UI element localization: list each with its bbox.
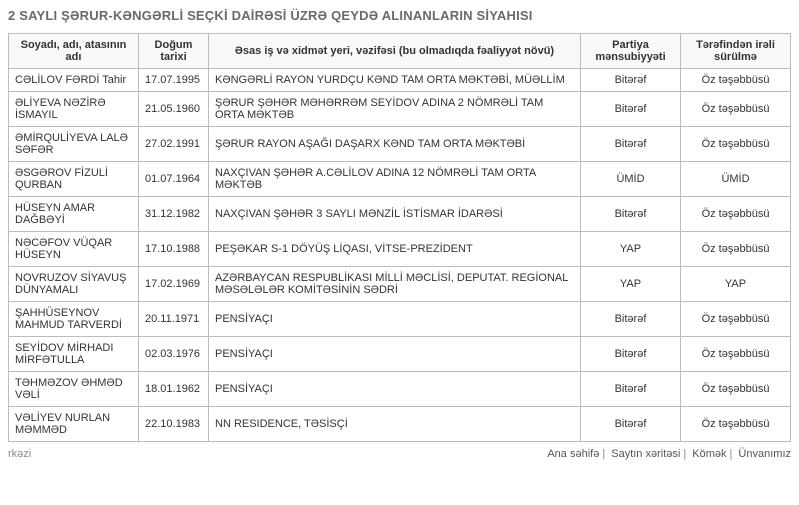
cell-dob: 18.01.1962: [139, 372, 209, 407]
table-row: HÜSEYN AMAR DAĞBƏYİ31.12.1982NAXÇIVAN ŞƏ…: [9, 197, 791, 232]
candidates-table: Soyadı, adı, atasının adı Doğum tarixi Ə…: [8, 33, 791, 442]
footer-link-sitemap[interactable]: Saytın xəritəsi: [611, 448, 680, 460]
cell-job: ŞƏRUR ŞƏHƏR MƏHƏRRƏM SEYİDOV ADINA 2 NÖM…: [209, 92, 581, 127]
cell-nominated: Öz təşəbbüsü: [681, 372, 791, 407]
cell-name: ŞAHHÜSEYNOV MAHMUD TARVERDİ: [9, 302, 139, 337]
cell-dob: 31.12.1982: [139, 197, 209, 232]
cell-nominated: Öz təşəbbüsü: [681, 337, 791, 372]
cell-dob: 21.05.1960: [139, 92, 209, 127]
col-header-party: Partiya mənsubiyyəti: [581, 34, 681, 69]
footer-links: Ana səhifə| Saytın xəritəsi| Kömək| Ünva…: [547, 448, 791, 460]
cell-dob: 17.10.1988: [139, 232, 209, 267]
table-row: ƏSGƏROV FİZULİ QURBAN01.07.1964NAXÇIVAN …: [9, 162, 791, 197]
footer-link-home[interactable]: Ana səhifə: [547, 448, 599, 460]
col-header-name: Soyadı, adı, atasının adı: [9, 34, 139, 69]
cell-name: SEYİDOV MİRHADI MİRFƏTULLA: [9, 337, 139, 372]
cell-job: PENSİYAÇI: [209, 302, 581, 337]
cell-nominated: ÜMİD: [681, 162, 791, 197]
cell-name: NƏCƏFOV VÜQAR HÜSEYN: [9, 232, 139, 267]
cell-party: Bitərəf: [581, 372, 681, 407]
cell-nominated: Öz təşəbbüsü: [681, 127, 791, 162]
cell-party: Bitərəf: [581, 337, 681, 372]
cell-name: ƏMİRQULİYEVA LALƏ SƏFƏR: [9, 127, 139, 162]
cell-nominated: Öz təşəbbüsü: [681, 69, 791, 92]
cell-name: ƏSGƏROV FİZULİ QURBAN: [9, 162, 139, 197]
table-row: SEYİDOV MİRHADI MİRFƏTULLA02.03.1976PENS…: [9, 337, 791, 372]
col-header-job: Əsas iş və xidmət yeri, vəzifəsi (bu olm…: [209, 34, 581, 69]
table-row: NOVRUZOV SİYAVUŞ DÜNYAMALI17.02.1969AZƏR…: [9, 267, 791, 302]
cell-party: ÜMİD: [581, 162, 681, 197]
cell-job: ŞƏRUR RAYON AŞAĞI DAŞARX KƏND TAM ORTA M…: [209, 127, 581, 162]
cell-nominated: Öz təşəbbüsü: [681, 197, 791, 232]
cell-nominated: YAP: [681, 267, 791, 302]
cell-job: PENSİYAÇI: [209, 337, 581, 372]
cell-job: NAXÇIVAN ŞƏHƏR A.CƏLİLOV ADINA 12 NÖMRƏL…: [209, 162, 581, 197]
cell-party: Bitərəf: [581, 302, 681, 337]
footer: rkəzi Ana səhifə| Saytın xəritəsi| Kömək…: [8, 448, 791, 460]
cell-nominated: Öz təşəbbüsü: [681, 302, 791, 337]
table-row: NƏCƏFOV VÜQAR HÜSEYN17.10.1988PEŞƏKAR S-…: [9, 232, 791, 267]
cell-job: NN RESIDENCE, TƏSİSÇİ: [209, 407, 581, 442]
cell-name: VƏLİYEV NURLAN MƏMMƏD: [9, 407, 139, 442]
table-header-row: Soyadı, adı, atasının adı Doğum tarixi Ə…: [9, 34, 791, 69]
table-row: TƏHMƏZOV ƏHMƏD VƏLİ18.01.1962PENSİYAÇIBi…: [9, 372, 791, 407]
cell-dob: 17.02.1969: [139, 267, 209, 302]
table-row: CƏLİLOV FƏRDİ Tahir17.07.1995KƏNGƏRLİ RA…: [9, 69, 791, 92]
cell-name: ƏLİYEVA NƏZİRƏ İSMAYIL: [9, 92, 139, 127]
cell-name: TƏHMƏZOV ƏHMƏD VƏLİ: [9, 372, 139, 407]
cell-job: PEŞƏKAR S-1 DÖYÜŞ LİQASI, VİTSE-PREZİDEN…: [209, 232, 581, 267]
page-title: 2 SAYLI ŞƏRUR-KƏNGƏRLİ SEÇKİ DAİRƏSİ ÜZR…: [8, 8, 791, 23]
cell-party: Bitərəf: [581, 127, 681, 162]
cell-name: CƏLİLOV FƏRDİ Tahir: [9, 69, 139, 92]
cell-job: AZƏRBAYCAN RESPUBLİKASI MİLLİ MƏCLİSİ, D…: [209, 267, 581, 302]
cell-dob: 20.11.1971: [139, 302, 209, 337]
cell-job: PENSİYAÇI: [209, 372, 581, 407]
cell-job: KƏNGƏRLİ RAYON YURDÇU KƏND TAM ORTA MƏKT…: [209, 69, 581, 92]
cell-dob: 17.07.1995: [139, 69, 209, 92]
cell-dob: 02.03.1976: [139, 337, 209, 372]
cell-party: Bitərəf: [581, 69, 681, 92]
cell-dob: 22.10.1983: [139, 407, 209, 442]
cell-name: NOVRUZOV SİYAVUŞ DÜNYAMALI: [9, 267, 139, 302]
cell-nominated: Öz təşəbbüsü: [681, 407, 791, 442]
cell-party: Bitərəf: [581, 407, 681, 442]
table-row: VƏLİYEV NURLAN MƏMMƏD22.10.1983NN RESIDE…: [9, 407, 791, 442]
footer-link-contact[interactable]: Ünvanımız: [738, 448, 791, 460]
footer-link-help[interactable]: Kömək: [692, 448, 726, 460]
cell-party: YAP: [581, 267, 681, 302]
table-row: ŞAHHÜSEYNOV MAHMUD TARVERDİ20.11.1971PEN…: [9, 302, 791, 337]
cell-dob: 27.02.1991: [139, 127, 209, 162]
footer-left-text: rkəzi: [8, 448, 31, 460]
cell-party: Bitərəf: [581, 197, 681, 232]
cell-dob: 01.07.1964: [139, 162, 209, 197]
cell-party: YAP: [581, 232, 681, 267]
cell-party: Bitərəf: [581, 92, 681, 127]
cell-job: NAXÇIVAN ŞƏHƏR 3 SAYLI MƏNZİL İSTİSMAR İ…: [209, 197, 581, 232]
cell-name: HÜSEYN AMAR DAĞBƏYİ: [9, 197, 139, 232]
col-header-dob: Doğum tarixi: [139, 34, 209, 69]
col-header-nominated: Tərəfindən irəli sürülmə: [681, 34, 791, 69]
cell-nominated: Öz təşəbbüsü: [681, 232, 791, 267]
table-row: ƏLİYEVA NƏZİRƏ İSMAYIL21.05.1960ŞƏRUR ŞƏ…: [9, 92, 791, 127]
table-row: ƏMİRQULİYEVA LALƏ SƏFƏR27.02.1991ŞƏRUR R…: [9, 127, 791, 162]
cell-nominated: Öz təşəbbüsü: [681, 92, 791, 127]
